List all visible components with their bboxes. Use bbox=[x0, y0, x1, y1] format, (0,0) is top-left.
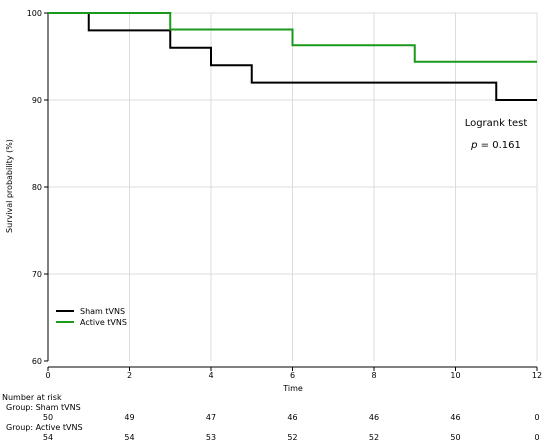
x-tick-label: 8 bbox=[371, 371, 376, 380]
risk-count-active: 0 bbox=[534, 433, 539, 442]
y-tick-label: 70 bbox=[32, 270, 42, 279]
risk-count-active: 54 bbox=[124, 433, 134, 442]
risk-count-sham: 46 bbox=[287, 413, 297, 422]
x-tick-label: 4 bbox=[208, 371, 213, 380]
y-tick-label: 100 bbox=[27, 9, 42, 18]
risk-count-sham: 0 bbox=[534, 413, 539, 422]
legend-label-sham: Sham tVNS bbox=[80, 307, 125, 316]
risk-group-label-active: Group: Active tVNS bbox=[6, 423, 83, 432]
x-tick-label: 6 bbox=[290, 371, 295, 380]
p-value: p = 0.161 bbox=[470, 140, 521, 151]
risk-count-active: 50 bbox=[450, 433, 460, 442]
survival-curve-sham bbox=[48, 12, 537, 101]
x-axis-title: Time bbox=[282, 384, 303, 393]
legend-label-active: Active tVNS bbox=[80, 318, 127, 327]
risk-count-sham: 46 bbox=[369, 413, 379, 422]
risk-count-active: 53 bbox=[206, 433, 216, 442]
x-tick-label: 12 bbox=[532, 371, 542, 380]
risk-table: Number at risk Group: Sham tVNS Group: A… bbox=[2, 393, 540, 442]
survival-curves bbox=[48, 12, 537, 101]
axes: 60 70 80 90 100 0 2 4 6 8 10 12 bbox=[27, 9, 542, 380]
risk-count-sham: 49 bbox=[124, 413, 134, 422]
y-tick-label: 60 bbox=[32, 357, 42, 366]
risk-count-active: 52 bbox=[287, 433, 297, 442]
risk-group-label-sham: Group: Sham tVNS bbox=[6, 403, 81, 412]
x-tick-label: 2 bbox=[127, 371, 132, 380]
survival-curve-active bbox=[48, 12, 537, 63]
x-tick-label: 10 bbox=[450, 371, 460, 380]
risk-count-active: 54 bbox=[43, 433, 53, 442]
legend: Sham tVNS Active tVNS bbox=[56, 307, 127, 327]
y-tick-label: 80 bbox=[32, 183, 42, 192]
x-tick-label: 0 bbox=[45, 371, 50, 380]
risk-count-sham: 50 bbox=[43, 413, 53, 422]
risk-table-title: Number at risk bbox=[2, 393, 62, 402]
risk-count-sham: 47 bbox=[206, 413, 216, 422]
logrank-title: Logrank test bbox=[465, 118, 528, 129]
p-value-text: = 0.161 bbox=[477, 140, 520, 151]
risk-counts: 50 49 47 46 46 46 0 54 54 53 52 52 50 0 bbox=[43, 413, 540, 442]
y-axis-title: Survival probability (%) bbox=[5, 139, 14, 233]
y-tick-label: 90 bbox=[32, 96, 42, 105]
gridlines bbox=[48, 12, 538, 361]
risk-count-sham: 46 bbox=[450, 413, 460, 422]
risk-count-active: 52 bbox=[369, 433, 379, 442]
p-symbol: p bbox=[470, 140, 477, 151]
